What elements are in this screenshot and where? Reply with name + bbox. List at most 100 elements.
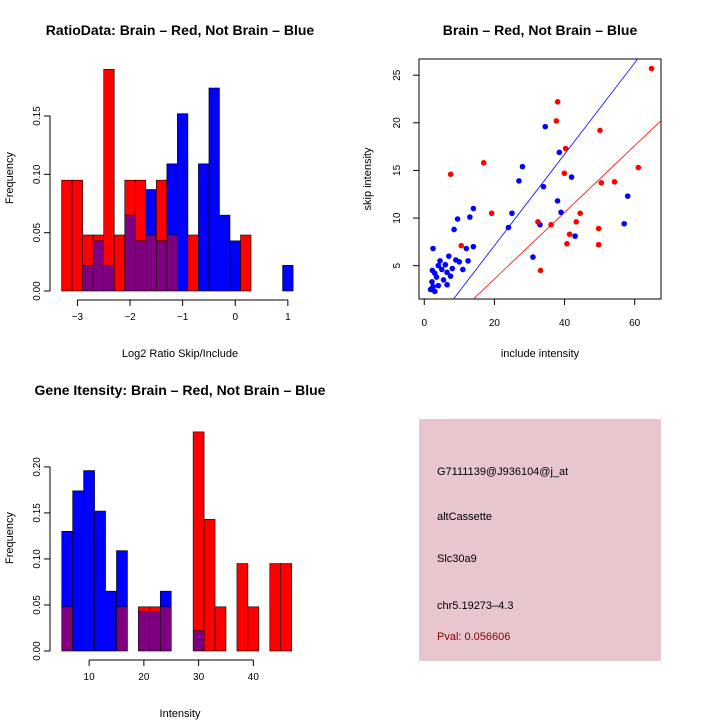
scatter-y-tick-label: 10 bbox=[392, 212, 403, 224]
gene-bar-red bbox=[269, 563, 282, 652]
ratio-ylabel: Frequency bbox=[4, 152, 16, 204]
gene-bar-overlap bbox=[116, 606, 128, 652]
ratio-bar-blue bbox=[282, 265, 294, 292]
scatter-point-blue bbox=[516, 178, 522, 184]
scatter-point-blue bbox=[530, 254, 536, 260]
scatter-point-red bbox=[635, 164, 642, 171]
ratio-bar-overlap bbox=[156, 240, 168, 292]
ratio-x-tick-label: −3 bbox=[72, 312, 84, 323]
gene-bar-overlap bbox=[61, 606, 73, 652]
scatter-point-blue bbox=[621, 220, 627, 227]
ratio-bar-blue bbox=[219, 214, 231, 292]
gene-bar-blue bbox=[83, 470, 95, 652]
pval-text: Pval: 0.056606 bbox=[437, 631, 511, 643]
scatter-y-tick-label: 5 bbox=[392, 262, 403, 268]
scatter-point-blue bbox=[542, 123, 549, 130]
gene-bar-blue bbox=[116, 550, 128, 608]
scatter-point-blue bbox=[624, 193, 631, 199]
scatter-point-blue bbox=[449, 265, 456, 272]
scatter-point-blue bbox=[444, 269, 450, 276]
ratio-bar-red bbox=[113, 234, 126, 292]
scatter-point-blue bbox=[572, 233, 578, 239]
scatter-x-tick-label: 20 bbox=[489, 318, 501, 329]
ratio-y-tick-label: 0.05 bbox=[32, 222, 43, 242]
ratio-y-tick-label: 0.10 bbox=[32, 164, 43, 184]
event-type: altCassette bbox=[437, 511, 493, 523]
gene-bar-red bbox=[192, 431, 205, 632]
gene-name: Slc30a9 bbox=[437, 553, 477, 565]
gene-axes: 10 20 30 40 0.00 0.05 0.10 0.15 0.20 bbox=[32, 457, 259, 683]
ratio-histogram-panel: RatioData: Brain – Red, Not Brain – Blue… bbox=[4, 22, 314, 360]
scatter-point-blue bbox=[435, 282, 442, 289]
scatter-point-blue bbox=[444, 281, 450, 288]
ratio-bar-red bbox=[92, 234, 105, 242]
ratio-bar-blue bbox=[229, 240, 241, 292]
scatter-point-blue bbox=[446, 253, 452, 259]
ratio-bar-overlap bbox=[124, 214, 136, 292]
scatter-point-blue bbox=[430, 283, 436, 290]
scatter-title: Brain – Red, Not Brain – Blue bbox=[443, 22, 638, 38]
scatter-point-red bbox=[553, 118, 560, 124]
gene-y-tick-label: 0.05 bbox=[32, 595, 43, 615]
ratio-bar-overlap bbox=[166, 234, 178, 292]
ratio-bar-blue bbox=[166, 163, 178, 236]
gene-bars bbox=[61, 431, 292, 652]
gene-histogram-panel: Gene Itensity: Brain – Red, Not Brain – … bbox=[4, 382, 326, 720]
scatter-x-tick-label: 60 bbox=[629, 318, 641, 329]
scatter-point-red bbox=[488, 210, 495, 217]
scatter-point-blue bbox=[429, 267, 436, 274]
scatter-regression-lines bbox=[452, 59, 661, 299]
ratio-bar-red bbox=[103, 69, 115, 266]
ratio-x-tick-label: 0 bbox=[232, 312, 238, 323]
ratio-bar-red bbox=[187, 234, 199, 292]
scatter-y-tick-label: 15 bbox=[392, 164, 403, 176]
ratio-bar-red bbox=[240, 234, 252, 292]
scatter-point-red bbox=[548, 221, 554, 228]
scatter-point-blue bbox=[463, 245, 470, 252]
gene-bar-red bbox=[149, 606, 161, 612]
scatter-point-blue bbox=[435, 262, 442, 269]
genomic-location: chr5.19273–4.3 bbox=[437, 600, 514, 612]
gene-bar-red bbox=[280, 563, 292, 652]
scatter-point-blue bbox=[558, 209, 564, 216]
scatter-red-line bbox=[472, 120, 661, 299]
ratio-bar-red bbox=[124, 179, 136, 216]
gene-y-tick-label: 0.10 bbox=[32, 549, 43, 569]
gene-title: Gene Itensity: Brain – Red, Not Brain – … bbox=[35, 382, 326, 398]
scatter-point-red bbox=[566, 231, 573, 238]
ratio-bar-blue bbox=[177, 113, 189, 292]
scatter-point-red bbox=[554, 99, 561, 105]
gene-xlabel: Intensity bbox=[160, 708, 201, 720]
scatter-point-blue bbox=[429, 279, 435, 285]
scatter-point-blue bbox=[440, 277, 447, 283]
scatter-point-blue bbox=[431, 288, 438, 295]
scatter-point-red bbox=[648, 65, 655, 72]
gene-bar-red bbox=[236, 563, 249, 652]
gene-y-tick-label: 0.20 bbox=[32, 457, 43, 477]
gene-bar-overlap bbox=[149, 611, 161, 652]
scatter-point-red bbox=[562, 145, 569, 152]
ratio-x-tick-label: −2 bbox=[124, 312, 136, 323]
scatter-point-blue bbox=[430, 245, 436, 252]
scatter-point-red bbox=[595, 241, 602, 248]
scatter-point-red bbox=[564, 240, 570, 247]
scatter-point-blue bbox=[554, 198, 561, 204]
ratio-x-tick-label: 1 bbox=[285, 312, 291, 323]
gene-x-tick-label: 10 bbox=[84, 672, 96, 683]
gene-bar-red bbox=[214, 606, 227, 652]
ratio-axes: −3 −2 −1 0 1 0.00 0.05 0.10 0.15 bbox=[32, 106, 291, 323]
scatter-point-blue bbox=[437, 258, 443, 264]
ratio-title: RatioData: Brain – Red, Not Brain – Blue bbox=[46, 22, 315, 38]
scatter-point-blue bbox=[505, 224, 512, 231]
scatter-xlabel: include intensity bbox=[501, 348, 580, 360]
gene-bar-blue bbox=[159, 590, 172, 608]
ratio-x-tick-label: −1 bbox=[177, 312, 189, 323]
ratio-bar-overlap bbox=[134, 240, 147, 292]
gene-y-tick-label: 0.00 bbox=[32, 641, 43, 661]
scatter-plot-box bbox=[418, 58, 662, 300]
scatter-point-blue bbox=[519, 163, 526, 170]
gene-y-tick-label: 0.15 bbox=[32, 503, 43, 523]
ratio-bar-red bbox=[61, 179, 73, 292]
scatter-blue-line bbox=[452, 59, 639, 299]
